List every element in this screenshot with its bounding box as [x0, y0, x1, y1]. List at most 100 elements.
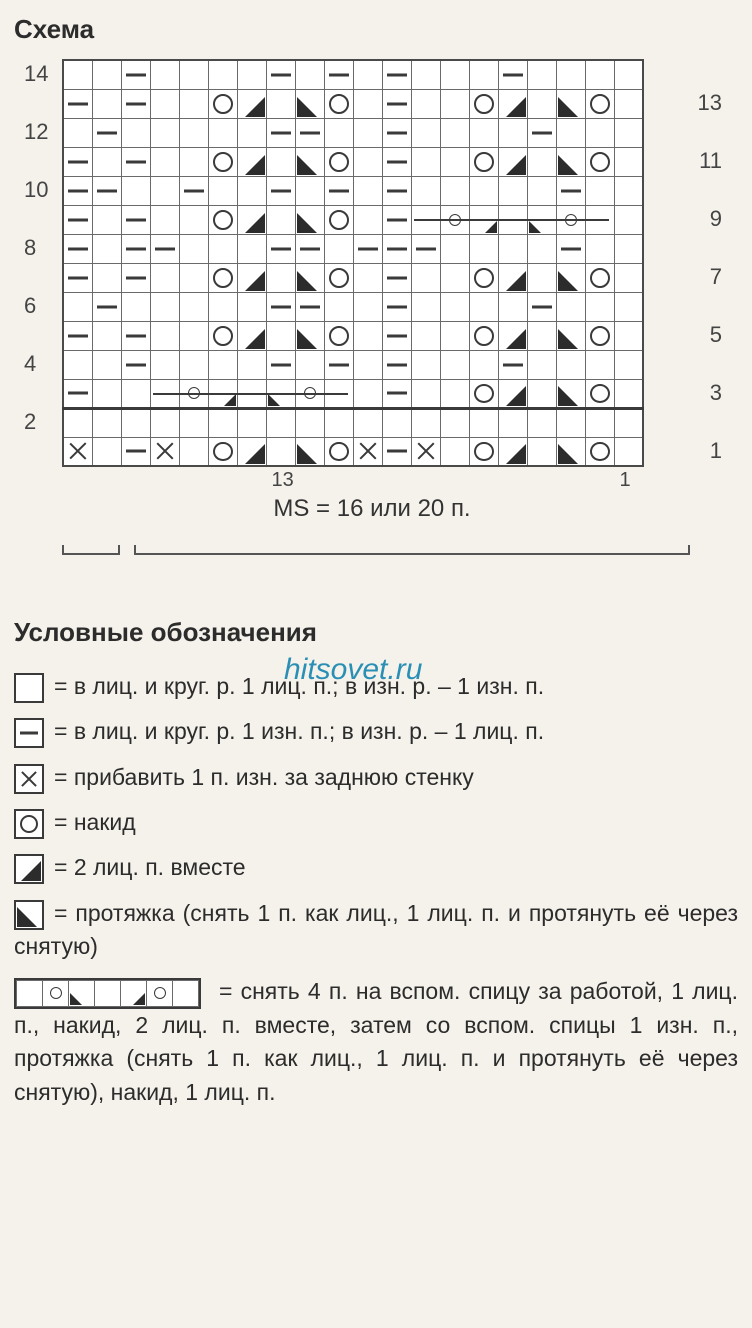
- legend-item: = протяжка (снять 1 п. как лиц., 1 лиц. …: [14, 897, 738, 964]
- chart-cell: [63, 379, 92, 408]
- chart-cell: [614, 263, 643, 292]
- chart-cell: [498, 89, 527, 118]
- chart-cell: [150, 263, 179, 292]
- legend-symbol: [14, 673, 44, 703]
- legend-symbol: [14, 809, 44, 839]
- chart-cell: [527, 118, 556, 147]
- chart-cell: [121, 321, 150, 350]
- chart-cell: [92, 437, 121, 466]
- legend-text: = протяжка (снять 1 п. как лиц., 1 лиц. …: [14, 900, 738, 959]
- chart-cell: [63, 234, 92, 263]
- chart-cell: [556, 379, 585, 408]
- chart-cell: [614, 176, 643, 205]
- chart-cell: [353, 89, 382, 118]
- chart-cell: [353, 408, 382, 437]
- chart-cell: [469, 379, 498, 408]
- row-label: 9: [710, 206, 722, 232]
- chart-cell: [237, 234, 266, 263]
- chart-cell: [353, 379, 382, 408]
- chart-cell: [440, 350, 469, 379]
- legend-text: = прибавить 1 п. изн. за заднюю стенку: [54, 764, 474, 790]
- chart-cell: [382, 147, 411, 176]
- chart-cell: [527, 408, 556, 437]
- chart-cell: [295, 118, 324, 147]
- chart-cell: [63, 176, 92, 205]
- chart-cell: [353, 234, 382, 263]
- chart-cell: [527, 350, 556, 379]
- chart-cell: [295, 89, 324, 118]
- chart-title: Схема: [14, 14, 738, 45]
- chart-cell: [353, 118, 382, 147]
- col-label: 13: [272, 469, 294, 492]
- chart-cell: [237, 147, 266, 176]
- chart-cell: [382, 89, 411, 118]
- chart-cell: [585, 408, 614, 437]
- row-label: 4: [24, 351, 36, 377]
- chart-cell: [556, 408, 585, 437]
- chart-cell: [208, 234, 237, 263]
- chart-cell: [469, 60, 498, 89]
- chart-cell: [266, 437, 295, 466]
- chart-cell: [411, 234, 440, 263]
- chart-cell: [469, 350, 498, 379]
- chart-cell: [614, 379, 643, 408]
- legend-text: = накид: [54, 809, 136, 835]
- chart-cell: [121, 118, 150, 147]
- chart-cell: [585, 89, 614, 118]
- chart-cell: [440, 176, 469, 205]
- chart-cell: [121, 350, 150, 379]
- chart-cell: [411, 321, 440, 350]
- chart-cell: [382, 379, 411, 408]
- chart-cell: [63, 408, 92, 437]
- chart-cell: [498, 321, 527, 350]
- chart-cell: [63, 437, 92, 466]
- chart-cell: [440, 321, 469, 350]
- chart-cell: [179, 234, 208, 263]
- chart-cell: [382, 60, 411, 89]
- chart-cell: [411, 292, 440, 321]
- chart-cell: [266, 408, 295, 437]
- chart-cell: [121, 60, 150, 89]
- chart-cell: [382, 408, 411, 437]
- chart-cell: [382, 176, 411, 205]
- chart-cell: [295, 234, 324, 263]
- row-label: 2: [24, 409, 36, 435]
- chart-cell: [585, 176, 614, 205]
- chart-cell: [237, 205, 266, 234]
- chart-cell: [295, 263, 324, 292]
- chart-cell: [411, 408, 440, 437]
- chart-cell: [92, 263, 121, 292]
- chart-cell: [150, 350, 179, 379]
- chart-cell: [324, 118, 353, 147]
- chart-cell: [498, 350, 527, 379]
- chart-cell: [324, 147, 353, 176]
- chart-cell: [92, 379, 121, 408]
- chart-cell: [121, 147, 150, 176]
- chart-cell: [353, 176, 382, 205]
- chart-cell: [266, 321, 295, 350]
- chart-cell: [353, 205, 382, 234]
- chart-cell: [440, 292, 469, 321]
- chart-cell: [208, 60, 237, 89]
- chart-cell: [237, 321, 266, 350]
- chart-cell: [614, 118, 643, 147]
- chart-cell: [150, 234, 179, 263]
- chart-cell: [324, 263, 353, 292]
- chart-cell: [382, 321, 411, 350]
- knitting-chart: [62, 59, 644, 467]
- chart-cell: [382, 205, 411, 234]
- chart-cell: [179, 408, 208, 437]
- chart-cell: [208, 147, 237, 176]
- chart-cell: [556, 321, 585, 350]
- chart-cell: [208, 263, 237, 292]
- legend-text: = в лиц. и круг. р. 1 изн. п.; в изн. р.…: [54, 718, 544, 744]
- chart-cell: [295, 292, 324, 321]
- chart-cell: [353, 321, 382, 350]
- chart-cell: [556, 176, 585, 205]
- legend-section: Условные обозначения hitsovet.ru = в лиц…: [14, 617, 738, 1109]
- chart-cell: [237, 350, 266, 379]
- chart-cell: [208, 205, 237, 234]
- chart-cell: [179, 60, 208, 89]
- chart-cell: [266, 292, 295, 321]
- chart-cell: [324, 437, 353, 466]
